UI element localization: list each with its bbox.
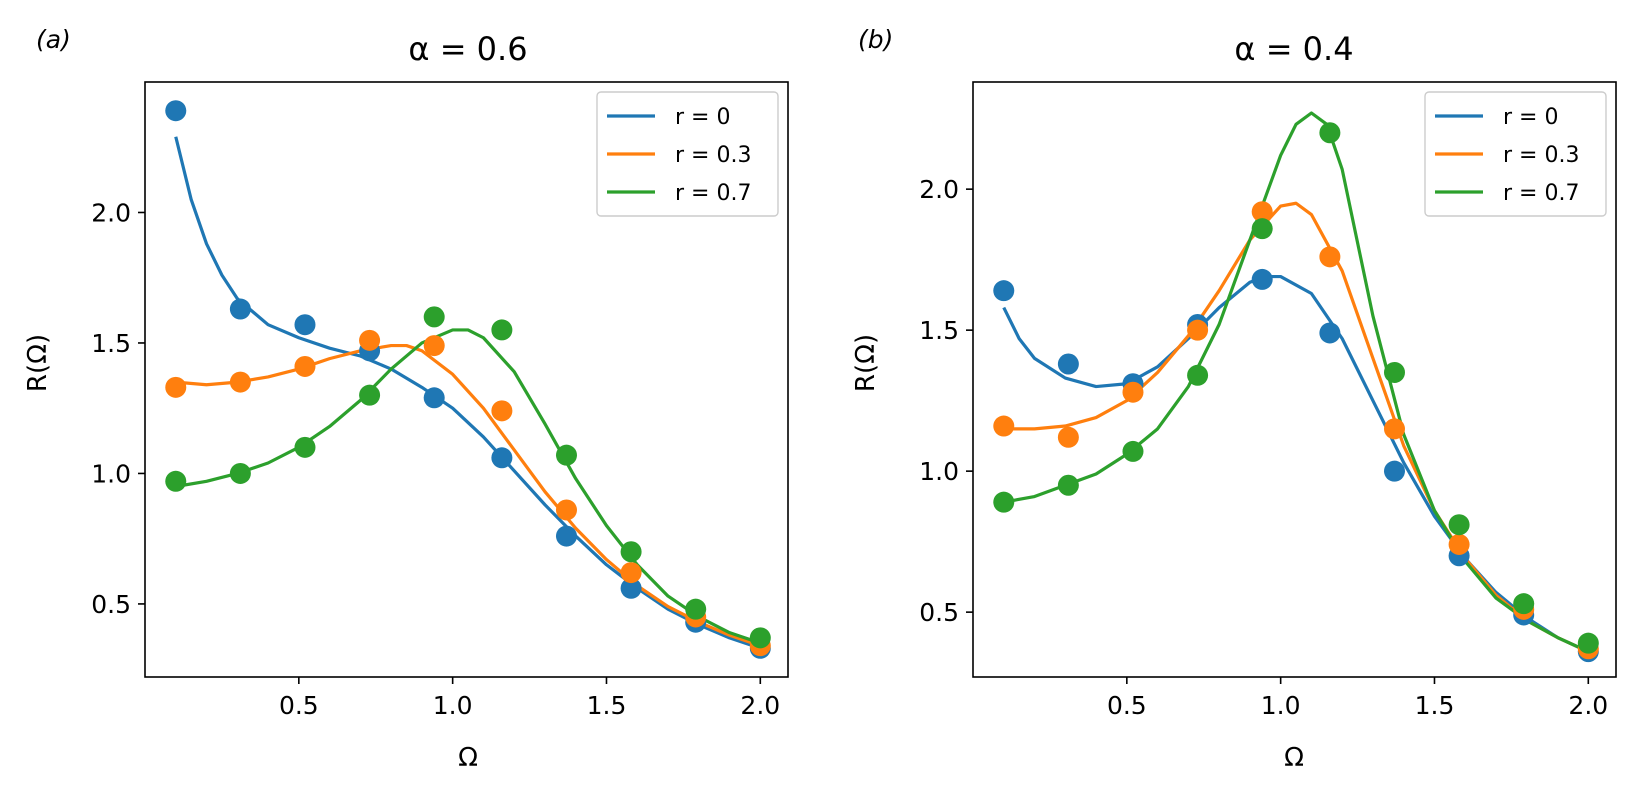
panel-b-ytick-label: 1.0 xyxy=(919,457,959,486)
panel-b-ytick-label: 1.5 xyxy=(919,316,959,345)
panel-a-series-1-point xyxy=(294,355,316,377)
panel-a-xtick-label: 0.5 xyxy=(279,691,319,720)
panel-a-series-0-point xyxy=(555,525,577,547)
panel-b-series-2-point xyxy=(1383,361,1405,383)
panel-b-plot-area: 0.5 1.0 1.5 2.00.51.01.52.0r = 0r = 0.3r = … xyxy=(919,81,1617,720)
panel-a-series-0-point xyxy=(165,100,187,122)
panel-a-series-1-point xyxy=(620,562,642,584)
panel-a-ylabel: R(Ω) xyxy=(23,334,53,392)
panel-a-plot-area: 0.5 1.0 1.5 2.00.51.01.52.0r = 0r = 0.3r = … xyxy=(91,81,789,720)
panel-a-legend-label: r = 0 xyxy=(675,105,730,130)
panel-b: (b) α = 0.4 0.5 1.0 1.5 2.0 0.5 1.0 1.5 2.0 r = … xyxy=(851,25,1617,773)
panel-a-xtick-label: 2.0 xyxy=(740,691,780,720)
panel-b-xtick-label: 0.5 xyxy=(1107,691,1147,720)
panel-b-series-1-point xyxy=(1187,319,1209,341)
panel-a: (a) α = 0.6 0.5 1.0 1.5 2.0 0.5 1.0 1.5 2.0 r = … xyxy=(23,25,789,773)
panel-a-series-2-point xyxy=(749,627,771,649)
panel-a-series-1-point xyxy=(165,376,187,398)
panel-b-series-2-point xyxy=(1577,632,1599,654)
panel-b-series-0-point xyxy=(1057,353,1079,375)
panel-a-ytick-label: 1.0 xyxy=(91,459,131,488)
panel-a-series-2-point xyxy=(423,306,445,328)
panel-b-series-line-1 xyxy=(1003,201,1589,654)
panel-b-series-1-point xyxy=(1251,201,1273,223)
panel-a-series-2-point xyxy=(229,462,251,484)
panel-a-series-2-point xyxy=(359,384,381,406)
panel-a-series-2-point xyxy=(294,436,316,458)
panel-b-series-0-point xyxy=(1383,460,1405,482)
panel-a-legend-label: r = 0.3 xyxy=(675,143,751,168)
panel-a-label: (a) xyxy=(36,25,71,54)
panel-a-ytick-label: 2.0 xyxy=(91,198,131,227)
panel-a-ytick-label: 1.5 xyxy=(91,329,131,358)
panel-b-legend-label: r = 0 xyxy=(1503,105,1558,130)
panel-b-ytick-label: 2.0 xyxy=(919,175,959,204)
panel-a-legend: r = 0 r = 0.3 r = 0.7 xyxy=(596,91,779,217)
panel-b-series-line-2 xyxy=(1003,111,1589,654)
panel-a-series-0-point xyxy=(620,577,642,599)
panel-a-series-2-point xyxy=(491,319,513,341)
panel-b-xtick-label: 2.0 xyxy=(1568,691,1608,720)
panel-a-axes-frame xyxy=(144,81,789,678)
panel-b-xtick-label: 1.5 xyxy=(1415,691,1455,720)
panel-b-series-2-point xyxy=(1448,514,1470,536)
panel-a-legend-label: r = 0.7 xyxy=(675,181,751,206)
panel-b-xlabel: Ω xyxy=(1284,743,1304,773)
panel-a-legend-box xyxy=(596,91,779,217)
panel-b-label: (b) xyxy=(858,25,893,54)
panel-a-xtick-label: 1.5 xyxy=(587,691,627,720)
panel-b-series-2-point xyxy=(1513,593,1535,615)
panel-a-xlabel: Ω xyxy=(458,743,478,773)
panel-b-series-1-point xyxy=(993,415,1015,437)
panel-a-series-1-point xyxy=(423,335,445,357)
panel-b-series-0-point xyxy=(993,280,1015,302)
panel-a-series-0-point xyxy=(423,387,445,409)
panel-b-series-2-point xyxy=(1057,474,1079,496)
panel-b-legend-label: r = 0.3 xyxy=(1503,143,1579,168)
panel-b-axes-frame xyxy=(972,81,1617,678)
panel-a-ytick-label: 0.5 xyxy=(91,590,131,619)
panel-a-xtick-label: 1.0 xyxy=(433,691,473,720)
panel-b-ytick-label: 0.5 xyxy=(919,598,959,627)
panel-a-series-0-point xyxy=(229,298,251,320)
panel-b-series-2-point xyxy=(1319,122,1341,144)
panel-b-series-1-point xyxy=(1122,381,1144,403)
panel-b-ylabel: R(Ω) xyxy=(851,334,881,392)
panel-b-legend: r = 0 r = 0.3 r = 0.7 xyxy=(1424,91,1607,217)
panel-a-series-2-point xyxy=(165,470,187,492)
panel-b-series-1-point xyxy=(1319,246,1341,268)
panel-a-series-2-point xyxy=(685,598,707,620)
panel-a-series-1-point xyxy=(359,329,381,351)
panel-b-legend-box xyxy=(1424,91,1607,217)
panel-a-series-1-point xyxy=(491,400,513,422)
panel-a-series-1-point xyxy=(229,371,251,393)
panel-b-series-1-point xyxy=(1383,418,1405,440)
panel-b-series-2-point xyxy=(993,491,1015,513)
panel-b-series-2-point xyxy=(1122,440,1144,462)
panel-a-series-0-point xyxy=(294,314,316,336)
panel-b-title: α = 0.4 xyxy=(1234,30,1353,68)
panel-a-series-0-point xyxy=(491,447,513,469)
panel-a-title: α = 0.6 xyxy=(408,30,527,68)
panel-a-series-line-1 xyxy=(175,343,761,648)
panel-b-series-2-point xyxy=(1251,218,1273,240)
panel-b-series-0-point xyxy=(1251,268,1273,290)
panel-a-series-1-point xyxy=(555,499,577,521)
panel-b-series-2-point xyxy=(1187,364,1209,386)
panel-a-series-line-2 xyxy=(175,328,761,645)
panel-a-series-2-point xyxy=(555,444,577,466)
panel-b-xtick-label: 1.0 xyxy=(1261,691,1301,720)
panel-b-legend-label: r = 0.7 xyxy=(1503,181,1579,206)
panel-a-series-2-point xyxy=(620,541,642,563)
panel-b-series-1-point xyxy=(1057,426,1079,448)
panel-b-series-1-point xyxy=(1448,533,1470,555)
panel-b-series-0-point xyxy=(1319,322,1341,344)
